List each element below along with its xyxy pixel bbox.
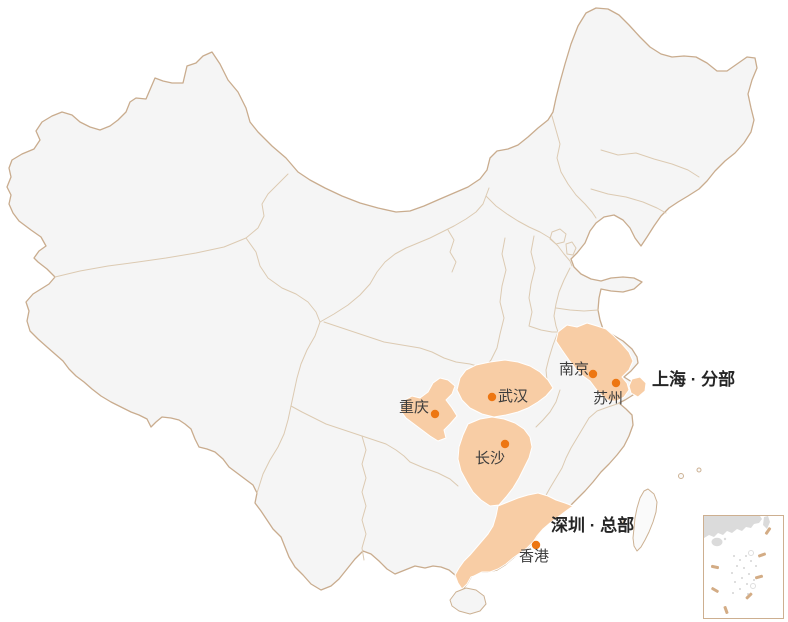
highlight-province-hunan: [457, 416, 533, 507]
nine-dash-line: [710, 527, 772, 614]
province-border-line: [555, 307, 599, 312]
province-border-line: [600, 149, 700, 178]
small-island: [620, 519, 624, 523]
province-border-line: [545, 331, 559, 381]
highlighted-provinces: [399, 322, 647, 590]
city-dot-chongqing: [430, 409, 440, 419]
province-border-line: [485, 195, 573, 267]
inset-islet: [723, 537, 727, 541]
highlight-province-chongqing: [399, 377, 458, 442]
province-border-line: [447, 229, 457, 273]
province-border-line: [245, 237, 321, 323]
city-dot-suzhou: [611, 378, 621, 388]
province-border-line: [323, 321, 485, 369]
inset-taiwan: [763, 516, 770, 529]
city-dot-wuhan: [487, 392, 497, 402]
province-border-line: [553, 267, 571, 333]
inset-coastline: [704, 516, 762, 538]
city-dot-hongkong: [531, 540, 541, 550]
city-label-nanjing: 南京: [559, 361, 590, 378]
highlight-province-shanghai: [628, 376, 647, 398]
province-border-line: [541, 402, 621, 509]
city-markers: [430, 369, 621, 550]
province-border-line: [549, 228, 567, 245]
province-border-line: [483, 237, 507, 369]
island-specks: [731, 550, 757, 595]
province-border-line: [290, 405, 411, 463]
city-label-wuhan: 武汉: [498, 388, 529, 405]
province-border-line: [319, 187, 490, 323]
inset-map: [704, 516, 772, 614]
province-border-line: [54, 173, 289, 278]
province-border-line: [361, 435, 367, 561]
province-borders: [54, 115, 700, 561]
province-border-line: [590, 188, 667, 214]
city-label-chongqing: 重庆: [399, 399, 430, 416]
city-dot-nanjing: [588, 369, 598, 379]
south-china-sea-inset: [703, 515, 784, 619]
city-label-hongkong: 香港: [519, 548, 550, 565]
office-label-shanghai-branch: 上海 · 分部: [652, 370, 736, 389]
office-label-shenzhen-hq: 深圳 · 总部: [551, 516, 635, 535]
taiwan-island: [632, 488, 658, 552]
city-label-suzhou: 苏州: [593, 390, 624, 407]
province-border-line: [528, 235, 559, 333]
province-border-line: [565, 241, 577, 256]
small-island: [696, 467, 702, 473]
small-island: [678, 473, 684, 479]
hainan-island: [449, 587, 487, 615]
province-border-line: [535, 389, 561, 428]
highlight-province-hubei: [456, 359, 554, 418]
inset-hainan: [711, 537, 723, 547]
city-dot-changsha: [500, 439, 510, 449]
city-label-changsha: 长沙: [475, 450, 506, 467]
highlight-province-guangdong: [454, 492, 574, 590]
province-border-line: [409, 461, 459, 487]
province-border-line: [551, 115, 597, 219]
